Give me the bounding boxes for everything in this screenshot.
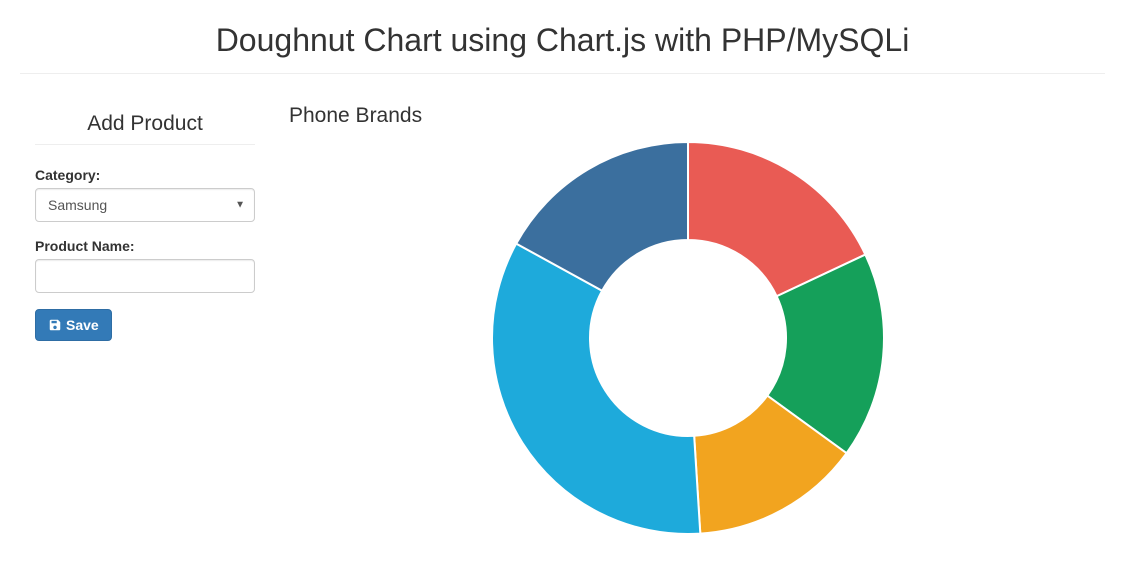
panel-divider — [35, 144, 255, 145]
content-row: Add Product Category: SamsungAppleHuawei… — [20, 92, 1105, 538]
chart-title: Phone Brands — [289, 104, 1090, 128]
sidebar-panel-title: Add Product — [35, 112, 255, 136]
save-icon — [48, 318, 62, 332]
product-name-input[interactable] — [35, 259, 255, 293]
save-button-label: Save — [66, 317, 99, 333]
page-container: Doughnut Chart using Chart.js with PHP/M… — [0, 22, 1125, 538]
chart-wrap — [285, 134, 1090, 538]
category-select[interactable]: SamsungAppleHuaweiLGSony — [35, 188, 255, 222]
doughnut-chart — [488, 138, 888, 538]
title-divider — [20, 73, 1105, 74]
product-name-label: Product Name: — [35, 238, 255, 254]
product-group: Product Name: — [35, 238, 255, 293]
category-select-wrap: SamsungAppleHuaweiLGSony ▼ — [35, 188, 255, 222]
main-content: Phone Brands — [270, 92, 1105, 538]
page-title: Doughnut Chart using Chart.js with PHP/M… — [20, 22, 1105, 59]
sidebar: Add Product Category: SamsungAppleHuawei… — [20, 92, 270, 538]
category-label: Category: — [35, 167, 255, 183]
save-button[interactable]: Save — [35, 309, 112, 341]
category-group: Category: SamsungAppleHuaweiLGSony ▼ — [35, 167, 255, 222]
